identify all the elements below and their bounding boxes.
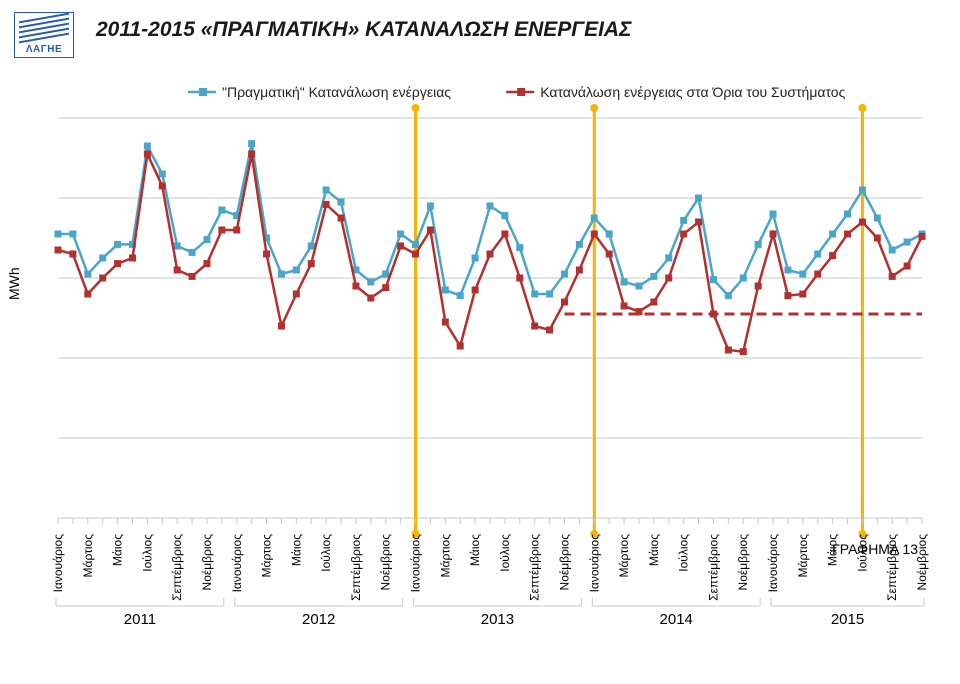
svg-text:ΓΡΑΦΗΜΑ 13: ΓΡΑΦΗΜΑ 13: [832, 541, 918, 557]
svg-text:Σεπτέμβριος: Σεπτέμβριος: [170, 534, 184, 601]
svg-text:Κατανάλωση ενέργειας στα Όρια: Κατανάλωση ενέργειας στα Όρια του Συστήμ…: [540, 84, 845, 100]
svg-text:Σεπτέμβριος: Σεπτέμβριος: [528, 534, 542, 601]
y-axis-label: MWh: [6, 267, 22, 300]
svg-text:Νοέμβριος: Νοέμβριος: [736, 534, 750, 591]
svg-text:Ιανουάριος: Ιανουάριος: [766, 534, 780, 593]
svg-text:Μάρτιος: Μάρτιος: [796, 534, 810, 578]
svg-text:Σεπτέμβριος: Σεπτέμβριος: [706, 534, 720, 601]
svg-text:Νοέμβριος: Νοέμβριος: [557, 534, 571, 591]
svg-text:2012: 2012: [302, 611, 335, 628]
svg-text:Νοέμβριος: Νοέμβριος: [379, 534, 393, 591]
svg-text:2013: 2013: [481, 611, 514, 628]
svg-text:Ιανουάριος: Ιανουάριος: [51, 534, 65, 593]
svg-text:Ιανουάριος: Ιανουάριος: [587, 534, 601, 593]
svg-text:Μάρτιος: Μάρτιος: [617, 534, 631, 578]
energy-consumption-chart: "Πραγματική" Κατανάλωση ενέργειας Κατανάλ…: [40, 78, 940, 638]
svg-text:Μάιος: Μάιος: [647, 534, 661, 566]
svg-text:Μάρτιος: Μάρτιος: [260, 534, 274, 578]
svg-text:Μάιος: Μάιος: [111, 534, 125, 566]
page-title: 2011-2015 «ΠΡΑΓΜΑΤΙΚΗ» ΚΑΤΑΝΑΛΩΣΗ ΕΝΕΡΓΕ…: [96, 18, 631, 42]
svg-text:Ιούλιος: Ιούλιος: [498, 534, 512, 572]
svg-text:Ιανουάριος: Ιανουάριος: [409, 534, 423, 593]
svg-text:Μάιος: Μάιος: [289, 534, 303, 566]
svg-text:Μάρτιος: Μάρτιος: [438, 534, 452, 578]
svg-text:2014: 2014: [660, 611, 693, 628]
svg-text:2011: 2011: [124, 611, 156, 628]
svg-text:Ιούλιος: Ιούλιος: [140, 534, 154, 572]
svg-text:Μάιος: Μάιος: [468, 534, 482, 566]
brand-logo: ΛΑΓΗΕ: [14, 12, 74, 58]
svg-text:Σεπτέμβριος: Σεπτέμβριος: [349, 534, 363, 601]
svg-text:Ιούλιος: Ιούλιος: [319, 534, 333, 572]
svg-text:Ιούλιος: Ιούλιος: [677, 534, 691, 572]
brand-logo-text: ΛΑΓΗΕ: [15, 44, 73, 55]
svg-text:Ιανουάριος: Ιανουάριος: [230, 534, 244, 593]
svg-text:2015: 2015: [831, 611, 864, 628]
svg-text:Μάρτιος: Μάρτιος: [81, 534, 95, 578]
svg-text:Νοέμβριος: Νοέμβριος: [200, 534, 214, 591]
svg-text:"Πραγματική" Κατανάλωση ενέργε: "Πραγματική" Κατανάλωση ενέργειας: [222, 84, 451, 100]
